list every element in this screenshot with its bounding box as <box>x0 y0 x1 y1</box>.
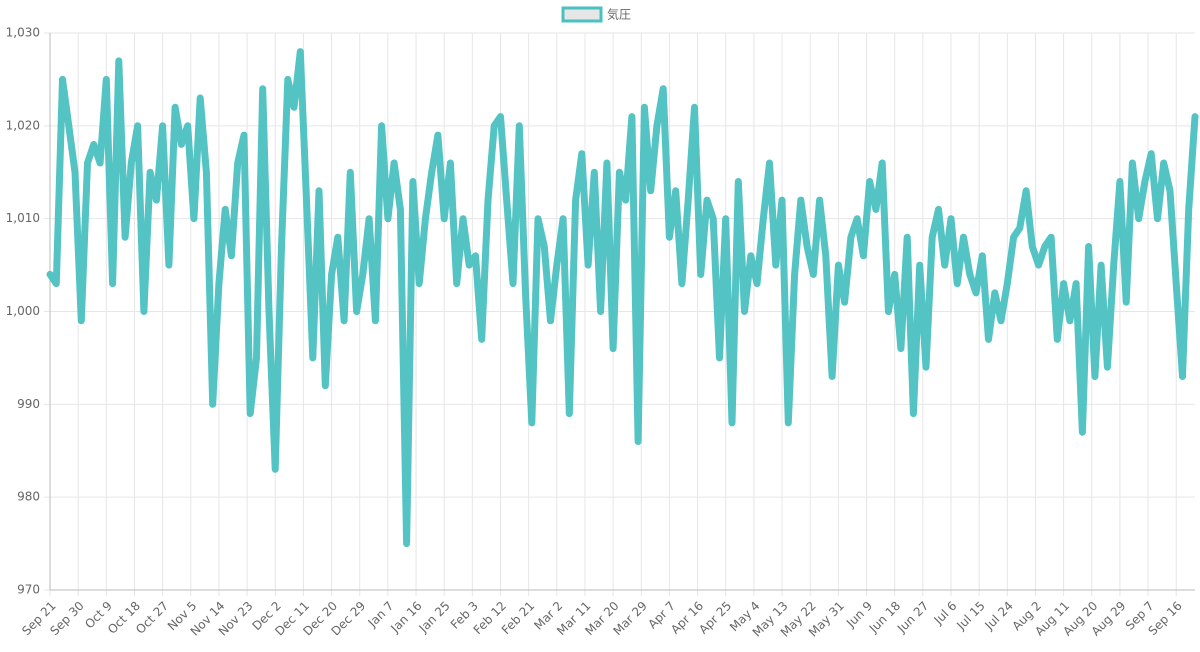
x-tick-label: Jan 25 <box>416 599 453 636</box>
x-tick-label: Jun 27 <box>894 599 931 636</box>
legend-label[interactable]: 気圧 <box>607 7 631 22</box>
y-tick-label: 1,000 <box>6 304 40 318</box>
x-tick-label: Jul 15 <box>953 599 987 633</box>
line-series <box>46 48 1199 548</box>
x-tick-label: Jul 24 <box>982 599 1016 633</box>
x-tick-label: Jun 18 <box>866 599 903 636</box>
y-tick-label: 980 <box>17 490 40 504</box>
x-tick-label: Jan 16 <box>387 599 424 636</box>
y-tick-label: 1,010 <box>6 211 40 225</box>
y-tick-label: 1,030 <box>6 26 40 40</box>
y-tick-label: 990 <box>17 397 40 411</box>
y-tick-label: 1,020 <box>6 118 40 132</box>
legend-swatch[interactable] <box>561 6 603 23</box>
y-tick-label: 970 <box>17 583 40 597</box>
